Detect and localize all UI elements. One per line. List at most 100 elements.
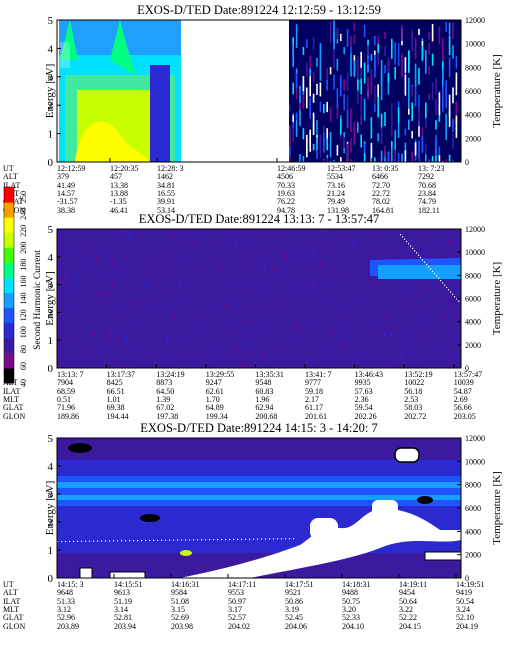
table-cell: 182.11 <box>418 206 440 215</box>
table-cell: 13:29:55 <box>206 370 234 379</box>
table-cell: 12:53:47 <box>327 164 355 173</box>
y-right-tick-label: 12000 <box>465 225 485 234</box>
table-cell: 70.68 <box>418 181 436 190</box>
table-cell: 7292 <box>418 172 434 181</box>
table-cell: 8873 <box>156 378 172 387</box>
table-cell: 13: 7:23 <box>418 164 444 173</box>
y-tick-label: 2 <box>48 517 54 529</box>
table-cell: 13.38 <box>110 181 128 190</box>
table-cell: 14:17:51 <box>285 580 313 589</box>
table-cell: 14:18:31 <box>342 580 370 589</box>
table-cell: 200.68 <box>255 412 277 421</box>
y-right-tick-label: 0 <box>465 574 469 583</box>
table-cell: 204.10 <box>342 622 364 631</box>
y-tick-label: 0 <box>48 157 54 169</box>
table-cell: 50.75 <box>342 597 360 606</box>
table-cell: 53.14 <box>157 206 175 215</box>
colorbar-tick-label: 180 <box>19 259 28 271</box>
table-cell: 13:13: 7 <box>57 370 83 379</box>
table-cell: 202.26 <box>355 412 377 421</box>
table-row-label: GLON <box>3 622 25 631</box>
table-cell: 1.70 <box>206 395 220 404</box>
table-cell: 50.86 <box>285 597 303 606</box>
table-cell: 73.16 <box>327 181 345 190</box>
table-cell: 9613 <box>114 588 130 597</box>
table-cell: 69.38 <box>107 403 125 412</box>
table-cell: 74.79 <box>418 197 436 206</box>
table-cell: 9488 <box>342 588 358 597</box>
y-tick-label: 3 <box>48 280 54 292</box>
table-cell: 10039 <box>454 378 474 387</box>
table-cell: 23.84 <box>418 189 436 198</box>
table-cell: 59.54 <box>355 403 373 412</box>
colorbar-segment <box>4 292 14 309</box>
y-right-tick-label: 2000 <box>465 341 481 350</box>
table-cell: 52.33 <box>342 613 360 622</box>
table-cell: 2.53 <box>404 395 418 404</box>
table-cell: 59.18 <box>305 387 323 396</box>
colorbar-tick-label: 240 <box>19 208 28 220</box>
colorbar-tick-label: 220 <box>19 225 28 237</box>
table-cell: 379 <box>57 172 69 181</box>
colorbar-label: Second Harmonic Current <box>33 250 43 350</box>
y-tick-label: 2 <box>48 100 54 112</box>
colorbar-segment <box>4 307 14 324</box>
table-cell: -31.57 <box>57 197 78 206</box>
table-cell: 203.05 <box>454 412 476 421</box>
table-cell: 203.98 <box>171 622 193 631</box>
table-cell: 54.87 <box>454 387 472 396</box>
table-cell: 3.19 <box>285 605 299 614</box>
table-cell: 9648 <box>57 588 73 597</box>
table-cell: 71.96 <box>57 403 75 412</box>
colorbar-segment <box>4 202 14 218</box>
table-cell: 52.81 <box>114 613 132 622</box>
table-cell: 203.94 <box>114 622 136 631</box>
table-cell: -1.35 <box>110 197 127 206</box>
table-cell: 2.69 <box>454 395 468 404</box>
table-cell: 51.08 <box>171 597 189 606</box>
table-cell: 9553 <box>228 588 244 597</box>
y-tick-label: 4 <box>48 43 54 55</box>
table-cell: 9521 <box>285 588 301 597</box>
table-cell: 56.66 <box>454 403 472 412</box>
table-cell: 6466 <box>372 172 388 181</box>
colorbar-tick-label: 80 <box>19 345 28 353</box>
table-cell: 51.19 <box>114 597 132 606</box>
y-tick-label: 5 <box>48 224 54 236</box>
colorbar-segment <box>4 352 14 369</box>
table-cell: 56.18 <box>404 387 422 396</box>
table-cell: 12:46:59 <box>277 164 305 173</box>
table-cell: 3.15 <box>171 605 185 614</box>
table-cell: 14:19:51 <box>456 580 484 589</box>
table-cell: 52.10 <box>456 613 474 622</box>
table-cell: 14:19:11 <box>399 580 427 589</box>
spectrogram-image <box>57 438 461 578</box>
table-row-label: GLON <box>3 412 25 421</box>
y-tick-label: 1 <box>48 545 54 557</box>
table-cell: 60.83 <box>255 387 273 396</box>
table-cell: 14:15: 3 <box>57 580 83 589</box>
y-right-axis-label: Temperature [K] <box>491 262 503 335</box>
table-cell: 13: 0:35 <box>372 164 398 173</box>
table-row-label: UT <box>3 580 14 589</box>
colorbar-segment <box>4 232 14 248</box>
y-right-tick-label: 12000 <box>465 434 485 443</box>
table-cell: 3.24 <box>456 605 470 614</box>
y-tick-label: 3 <box>48 72 54 84</box>
table-cell: 1462 <box>157 172 173 181</box>
table-cell: 52.96 <box>57 613 75 622</box>
colorbar-tick-label: 140 <box>19 292 28 304</box>
table-cell: 61.17 <box>305 403 323 412</box>
table-cell: 9548 <box>255 378 271 387</box>
colorbar-segment <box>4 262 14 278</box>
table-cell: 50.97 <box>228 597 246 606</box>
y-axis-label: Energy [eV] <box>44 481 56 535</box>
y-tick-label: 4 <box>48 252 54 264</box>
table-cell: 3.20 <box>342 605 356 614</box>
table-cell: 204.02 <box>228 622 250 631</box>
table-cell: 2.17 <box>305 395 319 404</box>
spectrogram-panel-1: EXOS-D/TED Date:891224 12:12:59 - 13:12:… <box>3 3 503 215</box>
table-row-label: UT <box>3 164 14 173</box>
table-cell: 204.19 <box>456 622 478 631</box>
table-cell: 12:20:35 <box>110 164 138 173</box>
